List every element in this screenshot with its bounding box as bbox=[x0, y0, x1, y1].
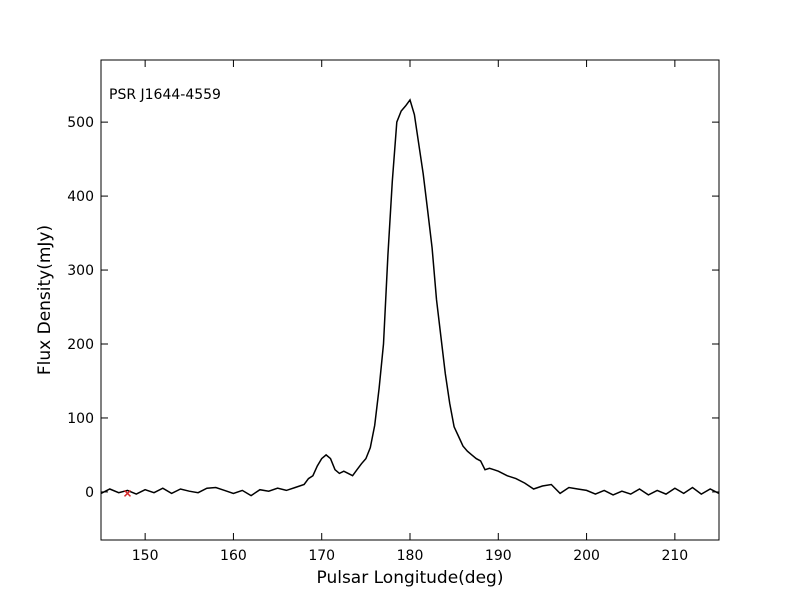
x-tick-label: 180 bbox=[397, 548, 424, 564]
x-tick-label: 160 bbox=[220, 548, 247, 564]
y-tick-label: 400 bbox=[67, 189, 94, 205]
x-tick-label: 170 bbox=[308, 548, 335, 564]
x-tick-label: 210 bbox=[661, 548, 688, 564]
x-tick-label: 200 bbox=[573, 548, 600, 564]
y-tick-label: 200 bbox=[67, 337, 94, 353]
x-tick-label: 190 bbox=[485, 548, 512, 564]
y-tick-label: 100 bbox=[67, 411, 94, 427]
y-tick-label: 0 bbox=[85, 485, 94, 501]
y-tick-label: 500 bbox=[67, 115, 94, 131]
data-line bbox=[100, 98, 720, 497]
x-tick-label: 150 bbox=[132, 548, 159, 564]
x-axis-label: Pulsar Longitude(deg) bbox=[317, 568, 504, 588]
plot-frame bbox=[100, 59, 720, 541]
y-tick-label: 300 bbox=[67, 263, 94, 279]
highlight-marker bbox=[123, 489, 132, 497]
annotation: PSR J1644-4559 bbox=[109, 87, 221, 103]
y-axis-label: Flux Density(mJy) bbox=[35, 225, 55, 375]
